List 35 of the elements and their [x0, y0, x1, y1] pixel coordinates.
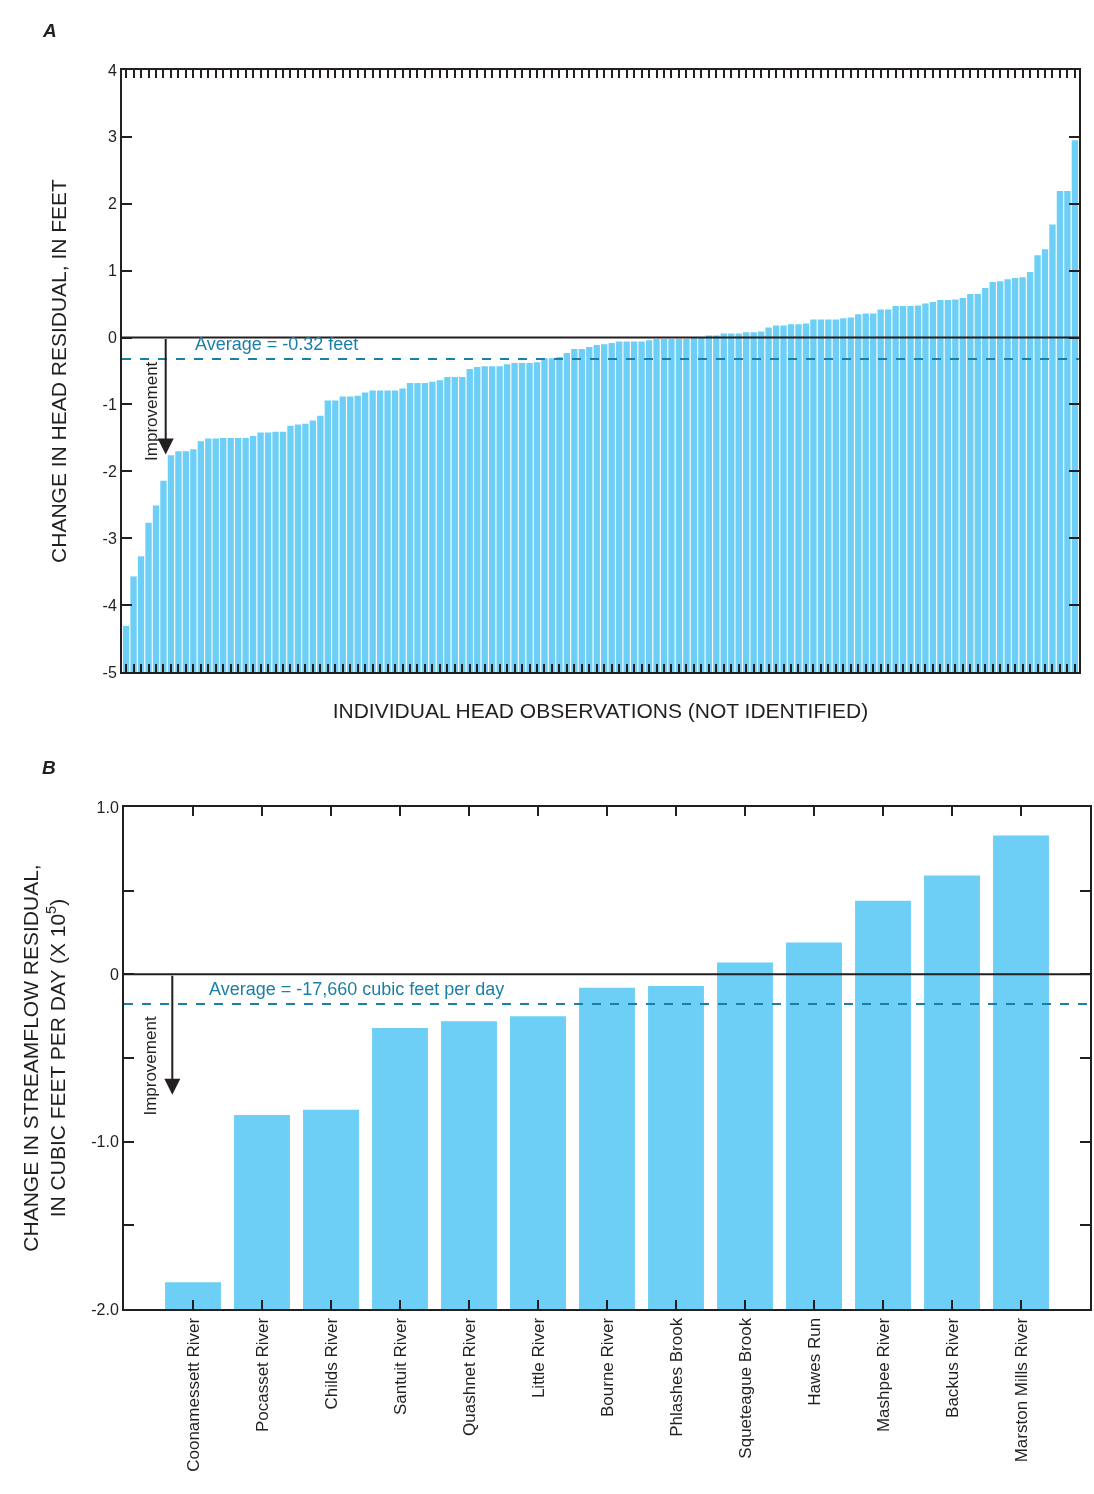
x-tick-label: Bourne River	[597, 1317, 617, 1418]
y-tick-label: 3	[107, 128, 117, 146]
x-tick-label: Pocasset River	[252, 1317, 272, 1433]
y-tick-label: -2	[102, 462, 117, 480]
y-tick-label: 0	[107, 329, 117, 347]
ref-line-label: Average = -0.32 feet	[195, 334, 359, 354]
x-tick-label: Backus River	[942, 1317, 962, 1418]
x-tick-label: Hawes Run	[804, 1317, 824, 1406]
y-tick-label: -4	[102, 596, 117, 614]
chart-title: B	[42, 757, 56, 778]
x-tick-label: Little River	[528, 1317, 548, 1399]
x-tick-label: Coonamessett River	[183, 1317, 203, 1472]
x-tick-label: Phlashes Brook	[666, 1317, 686, 1437]
y-tick-label: 1.0	[96, 798, 119, 816]
y-axis-title: CHANGE IN HEAD RESIDUAL, IN FEET	[47, 178, 71, 563]
x-tick-label: Childs River	[321, 1317, 341, 1410]
x-tick-label: Quashnet River	[459, 1317, 479, 1436]
x-tick-label: Santuit River	[390, 1317, 410, 1416]
y-tick-label: -5	[102, 663, 117, 681]
x-tick-label: Mashpee River	[873, 1317, 893, 1433]
chart-title: A	[42, 20, 57, 41]
annotation: Improvement	[140, 1016, 160, 1116]
y-tick-label: -3	[102, 529, 117, 547]
x-tick-label: Squeteague Brook	[735, 1317, 755, 1459]
x-axis-title: INDIVIDUAL HEAD OBSERVATIONS (NOT IDENTIFIED)	[332, 698, 869, 722]
y-tick-label: -1.0	[91, 1133, 119, 1151]
y-tick-label: -2.0	[91, 1300, 119, 1318]
annotation: Improvement	[141, 361, 161, 461]
y-tick-label: -1	[102, 396, 117, 414]
y-tick-label: 4	[107, 61, 117, 79]
annotation: Average = -17,660 cubic feet per day	[209, 979, 505, 999]
y-tick-label: 0	[109, 965, 119, 983]
y-tick-label: 2	[107, 195, 117, 213]
x-tick-label: Marston Mills River	[1011, 1317, 1031, 1463]
y-tick-label: 1	[107, 262, 117, 280]
